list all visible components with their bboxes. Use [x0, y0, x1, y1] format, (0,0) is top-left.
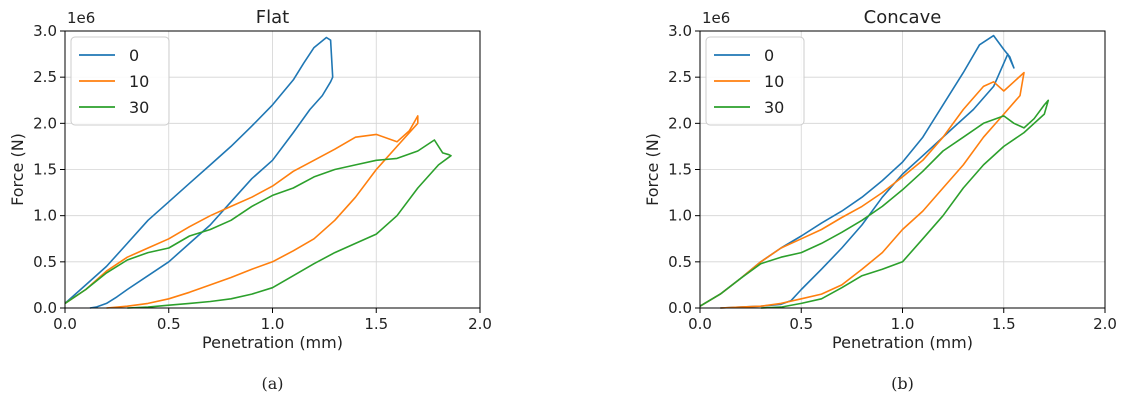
legend: 0 10 30 [70, 36, 170, 126]
series-line-0 [699, 34, 1015, 309]
legend: 0 10 30 [705, 36, 805, 126]
series-line-10 [699, 71, 1025, 309]
chart-title: Concave [864, 7, 942, 28]
y-scale-label: 1e6 [67, 9, 95, 27]
x-tick-label: 0.5 [157, 315, 181, 333]
legend-entry-label: 30 [129, 98, 149, 117]
y-tick-label: 3.0 [668, 22, 692, 40]
chart-title: Flat [256, 7, 289, 28]
x-tick-label: 2.0 [1093, 315, 1117, 333]
x-tick-label: 0.0 [53, 315, 77, 333]
chart-panel-b: 0.0 0.5 1.0 1.5 2.0 0.0 0.5 1.0 1.5 2.0 2.5 3.0 Conc… [643, 7, 1117, 393]
chart-panel-a: 0.0 0.5 1.0 1.5 2.0 0.0 0.5 1.0 1.5 2.0 2.5 3.0 Flat… [8, 7, 492, 393]
legend-entry-label: 10 [764, 72, 784, 91]
legend-box [705, 36, 805, 126]
x-tick-label: 1.0 [261, 315, 285, 333]
y-tick-label: 1.0 [33, 207, 57, 225]
y-tick-label: 2.0 [668, 114, 692, 132]
x-tick-label: 0.0 [688, 315, 712, 333]
y-tick-label: 1.5 [33, 161, 57, 179]
series-line-30 [699, 99, 1050, 309]
y-scale-label: 1e6 [702, 9, 730, 27]
x-axis-label: Penetration (mm) [202, 333, 343, 352]
y-tick-label: 0.5 [33, 253, 57, 271]
y-tick-label: 0.0 [668, 299, 692, 317]
y-tick-label: 0.0 [33, 299, 57, 317]
x-tick-label: 1.5 [992, 315, 1016, 333]
x-tick-label: 0.5 [789, 315, 813, 333]
legend-entry-label: 0 [764, 46, 774, 65]
legend-entry-label: 10 [129, 72, 149, 91]
plot-frame [64, 30, 481, 309]
x-tick-label: 2.0 [468, 315, 492, 333]
series-line-0 [64, 36, 334, 309]
y-tick-label: 1.5 [668, 161, 692, 179]
x-axis-label: Penetration (mm) [832, 333, 973, 352]
figure-caption: (a) [261, 374, 283, 393]
plot-frame [699, 30, 1106, 309]
y-tick-label: 1.0 [668, 207, 692, 225]
x-tick-label: 1.5 [364, 315, 388, 333]
legend-entry-label: 0 [129, 46, 139, 65]
y-axis-label: Force (N) [643, 133, 662, 206]
y-tick-label: 3.0 [33, 22, 57, 40]
y-tick-label: 0.5 [668, 253, 692, 271]
figure-caption: (b) [891, 374, 914, 393]
y-tick-label: 2.0 [33, 114, 57, 132]
series-line-10 [64, 115, 419, 309]
y-tick-label: 2.5 [668, 68, 692, 86]
series-line-30 [64, 139, 452, 309]
legend-entry-label: 30 [764, 98, 784, 117]
y-axis-label: Force (N) [8, 133, 27, 206]
x-tick-label: 1.0 [891, 315, 915, 333]
y-tick-label: 2.5 [33, 68, 57, 86]
legend-box [70, 36, 170, 126]
